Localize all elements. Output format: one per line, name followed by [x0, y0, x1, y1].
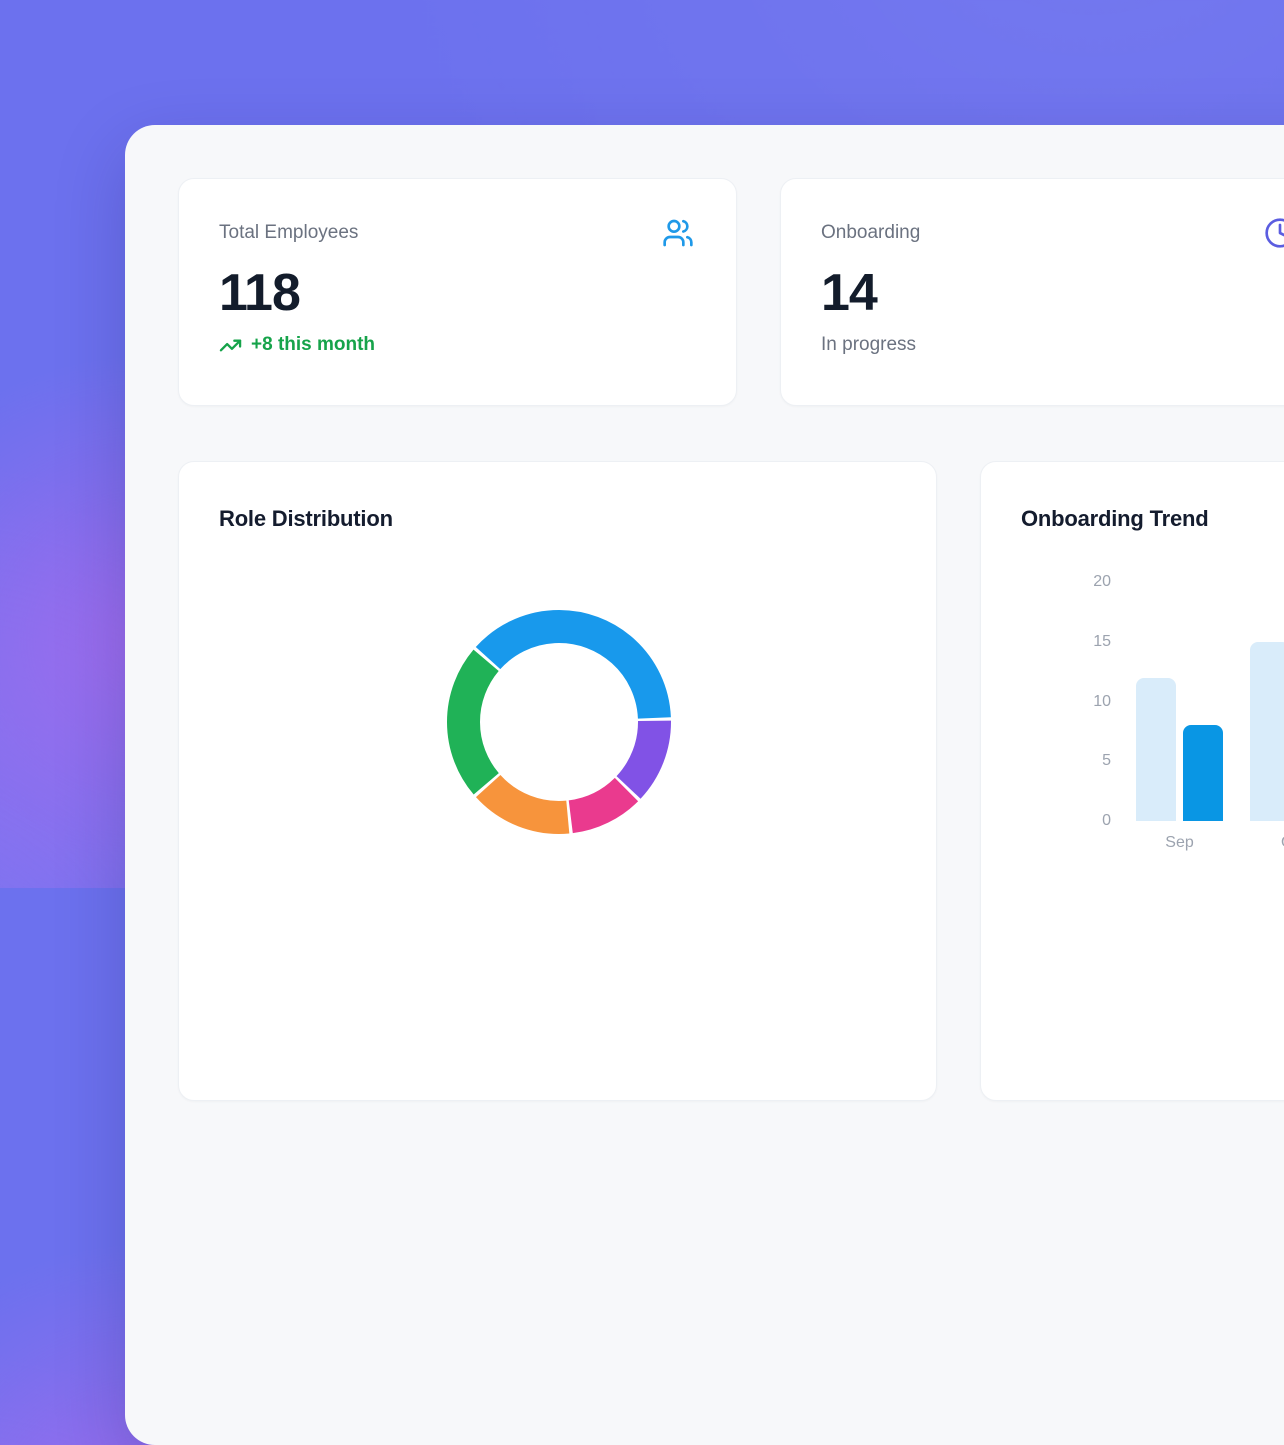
- role-distribution-card: Role Distribution: [178, 461, 937, 1101]
- role-distribution-donut[interactable]: [439, 602, 679, 842]
- x-label-oct: Oct: [1254, 833, 1284, 853]
- page-background: { "stats": [ { "label": "Total Employees…: [0, 0, 1284, 888]
- y-tick-10: 10: [1059, 692, 1111, 712]
- onboarding-card: Onboarding 14 In progress: [780, 178, 1284, 406]
- y-tick-0: 0: [1059, 811, 1111, 831]
- x-label-sep: Sep: [1140, 833, 1220, 853]
- dashboard-panel: Total Employees 118 +8 this month: [125, 125, 1284, 1445]
- onboarding-trend-card: Onboarding Trend 05101520SepOct: [980, 461, 1284, 1101]
- y-tick-15: 15: [1059, 632, 1111, 652]
- onboarding-status: In progress: [821, 333, 1284, 357]
- role-distribution-title: Role Distribution: [219, 506, 393, 532]
- onboarding-trend-chart[interactable]: 0 5 10 15 20 Sep Oct: [981, 462, 1284, 1102]
- y-tick-20: 20: [1059, 572, 1111, 592]
- onboarding-status-text: In progress: [821, 333, 916, 357]
- onboarding-value: 14: [821, 265, 1284, 321]
- clock-icon: [1264, 217, 1284, 249]
- total-employees-value: 118: [219, 265, 696, 321]
- bar-sep-series-2[interactable]: [1183, 725, 1223, 821]
- users-icon: [662, 217, 694, 249]
- bar-sep-series-1[interactable]: [1136, 678, 1176, 821]
- trending-up-icon: [219, 334, 242, 357]
- onboarding-label: Onboarding: [821, 221, 1284, 245]
- bar-oct-series-1[interactable]: [1250, 642, 1284, 821]
- total-employees-card: Total Employees 118 +8 this month: [178, 178, 737, 406]
- total-employees-delta: +8 this month: [219, 333, 696, 357]
- y-tick-5: 5: [1059, 751, 1111, 771]
- total-employees-label: Total Employees: [219, 221, 696, 245]
- total-employees-delta-text: +8 this month: [251, 333, 375, 357]
